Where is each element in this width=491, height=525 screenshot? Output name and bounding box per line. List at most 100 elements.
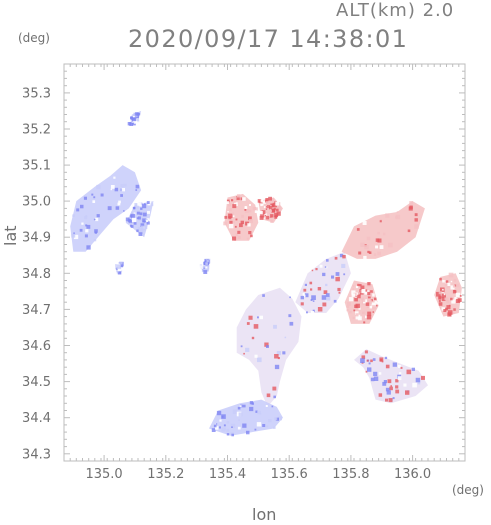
echo-speckle: [136, 205, 140, 209]
echo-speckle: [265, 200, 271, 206]
echo-speckle: [260, 213, 265, 218]
echo-speckle: [274, 364, 280, 370]
echo-speckle: [405, 390, 410, 395]
echo-speckle: [219, 419, 222, 422]
echo-speckle: [271, 405, 274, 408]
echo-speckle: [373, 371, 378, 376]
echo-speckle: [85, 224, 88, 227]
axis-tick-labels: 135.0 135.2 135.4 135.6 135.8 136.0 34.3 34.4 34…: [22, 86, 431, 482]
echo-speckle: [272, 202, 278, 208]
echo-speckle: [362, 311, 365, 315]
echo-speckle: [452, 285, 456, 288]
echo-speckle: [385, 387, 390, 392]
axis-ticks: [63, 63, 466, 462]
y-tick-label: 35.2: [22, 123, 51, 138]
echo-speckle: [203, 270, 208, 274]
echo-speckle: [304, 283, 307, 286]
echo-speckle: [80, 204, 84, 209]
echo-speckle: [96, 184, 101, 190]
echo-speckle: [272, 386, 277, 391]
echo-speckle: [357, 292, 361, 295]
echo-speckle: [269, 210, 272, 213]
echo-speckle: [237, 236, 241, 239]
echo-speckle: [255, 410, 258, 413]
echo-speckle: [129, 222, 132, 225]
echo-speckle: [356, 228, 360, 231]
echo-region-center-east-mixed: [295, 251, 351, 313]
echo-speckle: [231, 433, 234, 437]
echo-speckle: [83, 196, 87, 200]
echo-speckle: [366, 305, 370, 308]
echo-speckle: [310, 299, 313, 301]
echo-speckle: [235, 218, 238, 221]
echo-speckle: [443, 293, 446, 296]
echo-speckle: [128, 219, 132, 222]
echo-speckle: [137, 216, 141, 220]
echo-speckle: [357, 316, 362, 321]
echo-speckle: [248, 219, 253, 224]
y-tick-label: 34.4: [22, 411, 51, 426]
echo-speckle: [388, 398, 393, 403]
echo-speckle: [123, 210, 125, 212]
echo-speckle: [270, 219, 274, 223]
echo-speckle: [266, 205, 271, 209]
echo-speckle: [92, 200, 96, 203]
echo-speckle: [140, 207, 143, 210]
echo-speckle: [201, 267, 207, 273]
echo-speckle: [128, 118, 132, 122]
echo-speckle: [454, 297, 457, 300]
echo-speckle: [232, 409, 238, 414]
echo-speckle: [224, 215, 228, 219]
echo-speckle: [240, 220, 244, 225]
echo-speckle: [268, 419, 272, 423]
echo-speckle: [282, 351, 286, 355]
echo-speckle: [302, 294, 306, 298]
echo-speckle: [346, 305, 350, 308]
echo-speckle: [142, 212, 147, 217]
echo-speckle: [85, 229, 89, 233]
echo-speckle: [254, 210, 258, 213]
echo-speckle: [223, 424, 226, 427]
echo-speckle: [139, 212, 143, 216]
echo-speckle: [257, 410, 261, 415]
echo-speckle: [136, 211, 140, 215]
echo-speckle: [237, 230, 241, 234]
echo-speckle: [137, 202, 142, 207]
echo-speckle: [242, 404, 246, 408]
echo-speckle: [266, 212, 272, 218]
echo-speckle: [438, 295, 442, 299]
echo-speckle: [84, 216, 88, 220]
echo-speckle: [206, 259, 209, 263]
echo-speckle: [333, 299, 337, 303]
echo-speckle: [411, 367, 415, 371]
echo-speckle: [364, 290, 369, 295]
echo-speckle: [265, 405, 268, 407]
echo-speckle: [146, 221, 150, 225]
echo-speckle: [362, 299, 366, 302]
echo-speckle: [451, 311, 455, 315]
echo-speckle: [144, 203, 146, 205]
echo-speckle: [365, 302, 370, 306]
echo-speckle: [377, 231, 380, 235]
echo-speckle: [117, 267, 122, 272]
echo-speckle: [395, 379, 399, 383]
echo-speckle: [370, 299, 373, 302]
echo-speckle: [132, 217, 137, 223]
echo-speckle: [450, 285, 455, 290]
echo-speckle: [379, 219, 383, 222]
echo-speckle: [231, 426, 233, 428]
echo-speckle: [446, 305, 451, 310]
echo-speckle: [86, 245, 91, 250]
echo-speckle: [370, 359, 373, 363]
echo-speckle: [409, 201, 413, 205]
echo-speckle: [360, 242, 365, 247]
echo-speckle: [315, 268, 318, 271]
echo-speckle: [338, 291, 341, 294]
echo-speckle: [352, 316, 355, 319]
echo-speckle: [259, 201, 263, 204]
echo-speckle: [110, 188, 113, 191]
echo-speckle: [232, 212, 234, 215]
echo-speckle: [277, 206, 282, 211]
echo-speckle: [274, 417, 278, 421]
x-tick-label: 136.0: [394, 467, 431, 482]
